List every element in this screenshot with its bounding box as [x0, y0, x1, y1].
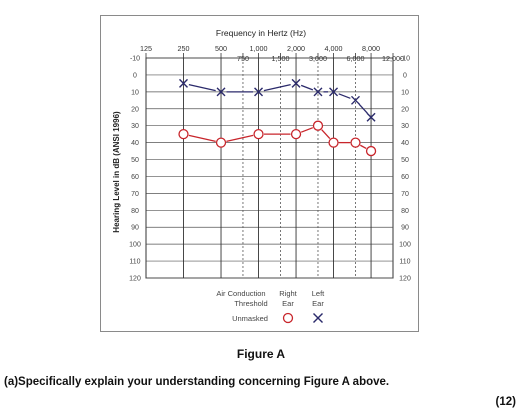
- data-point-x-marker: [254, 87, 264, 97]
- data-point-x-marker: [350, 95, 360, 105]
- y-tick-label-left: -10: [130, 56, 140, 63]
- legend-right: Right: [279, 289, 297, 298]
- y-tick-label-right: 10: [401, 89, 409, 96]
- y-tick-label-left: 40: [131, 140, 139, 147]
- y-tick-label-right: -10: [400, 56, 410, 63]
- data-point-x-marker: [291, 78, 301, 88]
- series-right-ear: [178, 120, 377, 157]
- series-line-segment: [358, 103, 368, 114]
- data-point-o-marker: [350, 137, 361, 148]
- x-marker-stroke: [313, 87, 323, 97]
- x-marker-stroke: [366, 112, 376, 122]
- x-tick-label-top: 2,000: [287, 44, 305, 53]
- data-point-x-marker: [313, 87, 323, 97]
- legend-right-ear: Ear: [282, 299, 294, 308]
- data-point-o-marker: [365, 145, 377, 157]
- y-tick-label-left: 120: [129, 276, 141, 283]
- y-tick-label-left: 0: [133, 72, 137, 79]
- data-point-o-marker: [312, 120, 324, 131]
- data-point-o-marker: [178, 129, 189, 140]
- legend-unmasked: Unmasked: [232, 314, 268, 323]
- y-tick-label-right: 70: [401, 191, 409, 198]
- x-tick-label-top: 4,000: [325, 44, 343, 53]
- data-point-x-marker: [179, 78, 189, 88]
- x-marker-stroke: [291, 78, 301, 88]
- series-line-segment: [263, 83, 291, 92]
- chart-title: Frequency in Hertz (Hz): [216, 28, 306, 38]
- data-point-x-marker: [366, 112, 376, 122]
- data-point-x-marker: [216, 87, 226, 97]
- figure-frame: [100, 15, 419, 332]
- x-tick-label-top: 125: [140, 44, 152, 53]
- series-line-segment: [360, 144, 367, 150]
- y-tick-label-left: 60: [131, 174, 139, 181]
- data-point-o-marker: [290, 129, 302, 140]
- question-text: (a)Specifically explain your understandi…: [4, 376, 390, 388]
- x-tick-label-bottom: 3,000: [309, 54, 327, 63]
- y-tick-label-left: 70: [131, 191, 139, 198]
- y-axis-label: Hearing Level in dB (ANSI 1996): [112, 111, 121, 233]
- x-marker-stroke: [329, 87, 339, 97]
- x-marker-stroke: [216, 87, 226, 97]
- y-tick-label-left: 110: [129, 259, 140, 266]
- y-tick-label-right: 50: [401, 157, 409, 164]
- series-line-segment: [300, 84, 314, 91]
- series-line-segment: [226, 134, 254, 143]
- x-tick-label-top: 8,000: [362, 44, 380, 53]
- y-tick-label-left: 90: [131, 225, 139, 232]
- data-point-o-marker: [253, 129, 264, 140]
- x-tick-label-top: 1,000: [250, 44, 268, 53]
- x-marker-stroke: [254, 87, 264, 97]
- marks-label: (12): [495, 396, 516, 408]
- y-tick-label-right: 30: [401, 123, 409, 130]
- plot-border: [145, 57, 394, 279]
- x-tick-label-bottom: 6,000: [346, 54, 364, 63]
- legend-left-ear: Ear: [312, 299, 324, 308]
- y-tick-label-left: 50: [131, 157, 139, 164]
- y-tick-label-left: 80: [131, 208, 139, 215]
- x-tick-label-top: 250: [178, 44, 190, 53]
- legend: Air Conduction Threshold Right Ear Left …: [216, 289, 325, 324]
- y-tick-label-right: 20: [401, 106, 409, 113]
- figure-caption: Figure A: [236, 347, 286, 361]
- series-line-segment: [338, 93, 351, 99]
- y-tick-label-right: 60: [401, 174, 409, 181]
- legend-threshold: Threshold: [234, 299, 267, 308]
- y-tick-label-right: 0: [403, 72, 407, 79]
- series-line-segment: [188, 134, 216, 143]
- x-tick-label-bottom: 750: [237, 54, 249, 63]
- series-line-segment: [300, 127, 314, 133]
- data-point-x-marker: [329, 87, 339, 97]
- y-tick-label-right: 100: [399, 242, 411, 249]
- series-line-segment: [321, 129, 331, 140]
- legend-right-ear-circle-icon: [282, 312, 294, 324]
- x-tick-label-bottom: 1,500: [271, 54, 289, 63]
- data-point-o-marker: [328, 137, 339, 148]
- legend-left: Left: [312, 289, 325, 298]
- series-left-ear: [179, 78, 376, 122]
- y-tick-label-right: 40: [401, 140, 409, 147]
- y-tick-label-right: 90: [401, 225, 409, 232]
- legend-left-ear-x-icon: [313, 313, 323, 323]
- y-tick-label-left: 10: [131, 89, 139, 96]
- y-tick-label-left: 20: [131, 106, 139, 113]
- y-tick-label-left: 30: [131, 123, 139, 130]
- x-tick-label-top: 500: [215, 44, 227, 53]
- x-marker-stroke: [350, 95, 360, 105]
- series-line-segment: [188, 83, 216, 92]
- y-tick-label-right: 80: [401, 208, 409, 215]
- y-tick-label-right: 110: [399, 259, 410, 266]
- legend-air-conduction: Air Conduction: [216, 289, 265, 298]
- x-tick-label-bottom: 12,000: [382, 54, 404, 63]
- y-tick-label-right: 120: [399, 276, 411, 283]
- y-tick-label-left: 100: [129, 242, 141, 249]
- data-point-o-marker: [215, 137, 227, 148]
- x-marker-stroke: [179, 78, 189, 88]
